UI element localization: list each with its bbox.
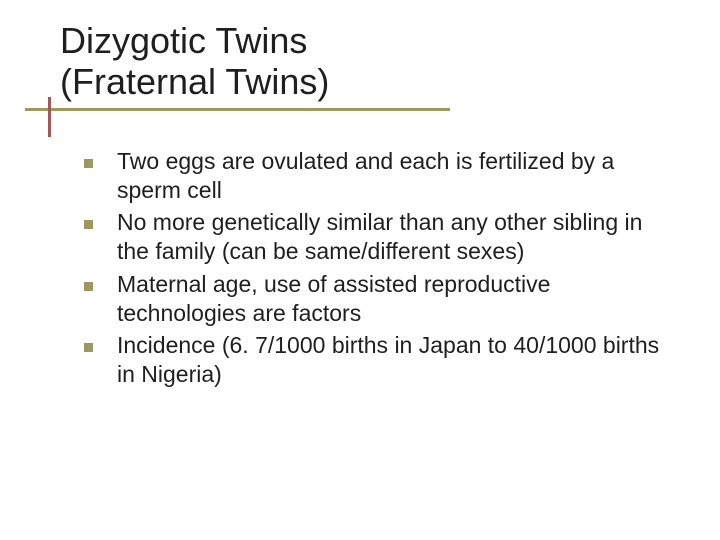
- title-line-2: (Fraternal Twins): [60, 61, 329, 102]
- bullet-text: Maternal age, use of assisted reproducti…: [117, 270, 680, 328]
- title-line-1: Dizygotic Twins: [60, 20, 307, 61]
- slide: Dizygotic Twins (Fraternal Twins) Two eg…: [0, 0, 720, 540]
- list-item: Maternal age, use of assisted reproducti…: [84, 270, 680, 328]
- list-item: Incidence (6. 7/1000 births in Japan to …: [84, 331, 680, 389]
- slide-body: Two eggs are ovulated and each is fertil…: [60, 147, 680, 389]
- title-underline: [25, 108, 450, 111]
- list-item: Two eggs are ovulated and each is fertil…: [84, 147, 680, 205]
- bullet-text: No more genetically similar than any oth…: [117, 208, 680, 266]
- slide-title: Dizygotic Twins (Fraternal Twins): [60, 20, 680, 103]
- bullet-square-icon: [84, 282, 93, 291]
- bullet-text: Incidence (6. 7/1000 births in Japan to …: [117, 331, 680, 389]
- title-sidebar-accent: [48, 97, 51, 137]
- bullet-text: Two eggs are ovulated and each is fertil…: [117, 147, 680, 205]
- bullet-square-icon: [84, 159, 93, 168]
- title-block: Dizygotic Twins (Fraternal Twins): [60, 20, 680, 103]
- list-item: No more genetically similar than any oth…: [84, 208, 680, 266]
- bullet-square-icon: [84, 343, 93, 352]
- bullet-square-icon: [84, 220, 93, 229]
